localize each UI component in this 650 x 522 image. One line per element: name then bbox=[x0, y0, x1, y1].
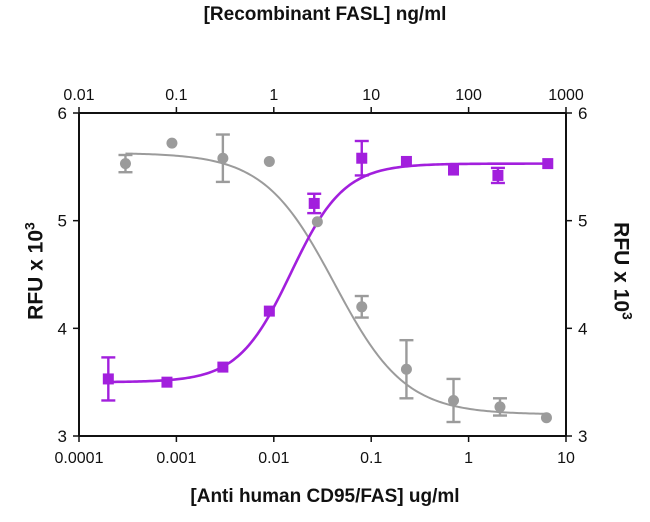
y-right-tick-label: 6 bbox=[578, 104, 587, 123]
series-1-point bbox=[400, 363, 412, 375]
x-top-tick-label: 1 bbox=[269, 87, 278, 104]
bottom-axis-title: [Anti human CD95/FAS] ug/ml bbox=[190, 486, 460, 507]
x-bottom-tick-label: 0.001 bbox=[156, 450, 196, 467]
series-1-point bbox=[448, 394, 460, 406]
series-2-fit-curve bbox=[108, 162, 548, 384]
y-right-tick-label: 5 bbox=[578, 212, 587, 231]
y-left-axis-title: RFU x 103 bbox=[22, 222, 49, 320]
series-2-point bbox=[356, 152, 368, 164]
x-bottom-tick-label: 0.0001 bbox=[55, 450, 104, 467]
x-top-tick-label: 0.01 bbox=[63, 87, 94, 104]
series-1-point bbox=[119, 158, 131, 170]
y-right-axis-title-text: RFU x 10 bbox=[609, 222, 633, 313]
data-points-group bbox=[101, 133, 554, 424]
x-bottom-tick-label: 10 bbox=[557, 450, 575, 467]
y-right-axis-title-exponent: 3 bbox=[619, 312, 636, 320]
series-2-point bbox=[492, 169, 504, 181]
series-2-point bbox=[448, 164, 460, 176]
y-left-tick-label: 4 bbox=[58, 319, 67, 338]
series-1-point bbox=[356, 301, 368, 313]
y-right-tick-label: 3 bbox=[578, 427, 587, 446]
series-1-fit-curve bbox=[125, 152, 547, 415]
series-2-point bbox=[263, 305, 275, 317]
y-left-axis-title-exponent: 3 bbox=[21, 222, 38, 230]
series-2-point bbox=[400, 155, 412, 167]
x-top-tick-label: 10 bbox=[362, 87, 380, 104]
series-1-point bbox=[263, 155, 275, 167]
series-2-point bbox=[217, 361, 229, 373]
x-top-tick-label: 0.1 bbox=[165, 87, 187, 104]
series-1-point bbox=[494, 401, 506, 413]
x-bottom-tick-label: 1 bbox=[464, 450, 473, 467]
series-2-point bbox=[102, 373, 114, 385]
x-top-tick-label: 100 bbox=[455, 87, 482, 104]
axes-group: 0.0001 0.001 0.01 0.1 1 10 0.01 0.1 1 10 100 1000 3 4… bbox=[55, 87, 588, 467]
top-axis-title: [Recombinant FASL] ng/ml bbox=[203, 4, 447, 25]
y-left-tick-label: 3 bbox=[58, 427, 67, 446]
y-left-tick-label: 5 bbox=[58, 212, 67, 231]
series-2-point bbox=[542, 158, 554, 170]
x-bottom-tick-label: 0.1 bbox=[360, 450, 382, 467]
y-right-tick-label: 4 bbox=[578, 319, 587, 338]
series-1-point bbox=[166, 137, 178, 149]
series-1-point bbox=[311, 216, 323, 228]
x-bottom-tick-label: 0.01 bbox=[258, 450, 289, 467]
fit-curves-group bbox=[108, 152, 548, 415]
series-2-point bbox=[161, 376, 173, 388]
x-top-tick-label: 1000 bbox=[548, 87, 584, 104]
series-2-point bbox=[308, 197, 320, 209]
y-right-axis-title: RFU x 103 bbox=[609, 222, 636, 320]
series-1-point bbox=[540, 412, 552, 424]
y-left-axis-title-text: RFU x 10 bbox=[24, 229, 48, 320]
series-1-point bbox=[217, 152, 229, 164]
y-left-tick-label: 6 bbox=[58, 104, 67, 123]
